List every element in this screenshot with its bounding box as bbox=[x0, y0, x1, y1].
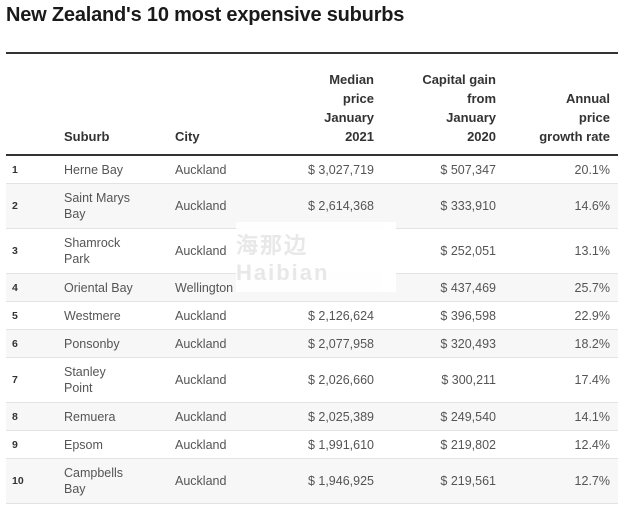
rank-cell: 10 bbox=[12, 475, 24, 487]
capital-gain-cell: $ 333,910 bbox=[440, 199, 496, 213]
capital-gain-cell: $ 249,540 bbox=[440, 409, 496, 424]
table-body: 1 Herne Bay Auckland $ 3,027,719 $ 507,347 20… bbox=[6, 155, 618, 504]
growth-rate-cell: 14.6% bbox=[574, 199, 610, 213]
city-cell: Auckland bbox=[175, 474, 227, 488]
median-price-cell: $ 2,614,368 bbox=[307, 199, 374, 213]
page-title: New Zealand's 10 most expensive suburbs bbox=[6, 4, 405, 26]
rank-cell: 2 bbox=[12, 200, 18, 212]
watermark-logo: 海那边 Haibian bbox=[236, 233, 330, 285]
capital-gain-cell: $ 252,051 bbox=[440, 244, 496, 258]
column-header-growth-rate: Annual price growth rate bbox=[539, 91, 610, 144]
table-row: 5 Westmere Auckland $ 2,126,624 $ 396,598 22.… bbox=[6, 302, 618, 330]
column-header-rank bbox=[6, 53, 56, 155]
table-header-row: Suburb City Median price January 2021 Ca… bbox=[6, 53, 618, 155]
table-row: 6 Ponsonby Auckland $ 2,077,958 $ 320,493 18.… bbox=[6, 329, 618, 358]
column-header-city: City bbox=[175, 129, 200, 144]
growth-rate-cell: 20.1% bbox=[574, 162, 610, 177]
rank-cell: 8 bbox=[12, 410, 18, 423]
capital-gain-cell: $ 507,347 bbox=[440, 162, 496, 177]
median-price-cell: $ 3,027,719 bbox=[307, 162, 374, 177]
city-cell: Auckland bbox=[175, 308, 227, 323]
suburb-cell: Herne Bay bbox=[64, 162, 124, 177]
table-row: 10 Campbells Bay Auckland $ 1,946,925 $ 219,… bbox=[6, 458, 618, 504]
capital-gain-cell: $ 219,802 bbox=[440, 437, 496, 452]
column-header-capital-gain: Capital gain from January 2020 bbox=[422, 72, 496, 144]
suburbs-table: Suburb City Median price January 2021 Ca… bbox=[6, 52, 618, 504]
capital-gain-cell: $ 320,493 bbox=[440, 336, 496, 351]
city-cell: Wellington bbox=[175, 280, 234, 295]
growth-rate-cell: 17.4% bbox=[574, 373, 610, 387]
median-price-cell: $ 1,946,925 bbox=[307, 474, 374, 488]
table-row: 1 Herne Bay Auckland $ 3,027,719 $ 507,347 20… bbox=[6, 155, 618, 184]
city-cell: Auckland bbox=[175, 373, 227, 387]
rank-cell: 5 bbox=[12, 309, 18, 322]
rank-cell: 9 bbox=[12, 438, 18, 451]
city-cell: Auckland bbox=[175, 199, 227, 213]
suburb-cell: Ponsonby bbox=[64, 336, 120, 351]
suburb-cell: Saint Marys Bay bbox=[64, 191, 130, 221]
median-price-cell: $ 2,077,958 bbox=[307, 336, 374, 351]
capital-gain-cell: $ 396,598 bbox=[440, 308, 496, 323]
suburb-cell: Epsom bbox=[64, 437, 103, 452]
growth-rate-cell: 14.1% bbox=[574, 409, 610, 424]
median-price-cell: $ 2,126,624 bbox=[307, 308, 374, 323]
column-header-suburb: Suburb bbox=[64, 129, 110, 144]
capital-gain-cell: $ 219,561 bbox=[440, 474, 496, 488]
city-cell: Auckland bbox=[175, 437, 227, 452]
table-row: 2 Saint Marys Bay Auckland $ 2,614,368 $ 333… bbox=[6, 183, 618, 229]
rank-cell: 3 bbox=[12, 245, 18, 257]
capital-gain-cell: $ 437,469 bbox=[440, 280, 496, 295]
rank-cell: 1 bbox=[12, 163, 18, 176]
capital-gain-cell: $ 300,211 bbox=[441, 373, 496, 387]
growth-rate-cell: 22.9% bbox=[574, 308, 610, 323]
median-price-cell: $ 1,991,610 bbox=[307, 437, 374, 452]
growth-rate-cell: 18.2% bbox=[574, 336, 610, 351]
city-cell: Auckland bbox=[175, 336, 227, 351]
suburb-cell: Stanley Point bbox=[64, 365, 106, 395]
rank-cell: 7 bbox=[12, 374, 18, 386]
suburb-cell: Shamrock Park bbox=[64, 236, 121, 266]
growth-rate-cell: 13.1% bbox=[574, 244, 610, 258]
rank-cell: 4 bbox=[12, 281, 18, 294]
table-row: 8 Remuera Auckland $ 2,025,389 $ 249,540 14.1… bbox=[6, 402, 618, 431]
growth-rate-cell: 12.7% bbox=[574, 474, 610, 488]
suburb-cell: Remuera bbox=[64, 409, 116, 424]
watermark: 海那边 Haibian bbox=[236, 222, 396, 292]
suburb-cell: Campbells Bay bbox=[64, 466, 124, 496]
table-row: 7 Stanley Point Auckland $ 2,026,660 $ 300,2… bbox=[6, 358, 618, 403]
median-price-cell: $ 2,026,660 bbox=[307, 373, 374, 387]
median-price-cell: $ 2,025,389 bbox=[307, 409, 374, 424]
suburb-cell: Oriental Bay bbox=[64, 280, 133, 295]
city-cell: Auckland bbox=[175, 409, 227, 424]
growth-rate-cell: 25.7% bbox=[574, 280, 610, 295]
city-cell: Auckland bbox=[175, 162, 227, 177]
suburb-cell: Westmere bbox=[64, 308, 121, 323]
table-row: 9 Epsom Auckland $ 1,991,610 $ 219,802 12.4% bbox=[6, 431, 618, 459]
column-header-median-price: Median price January 2021 bbox=[324, 72, 374, 144]
growth-rate-cell: 12.4% bbox=[574, 437, 610, 452]
rank-cell: 6 bbox=[12, 337, 18, 350]
city-cell: Auckland bbox=[175, 244, 227, 258]
